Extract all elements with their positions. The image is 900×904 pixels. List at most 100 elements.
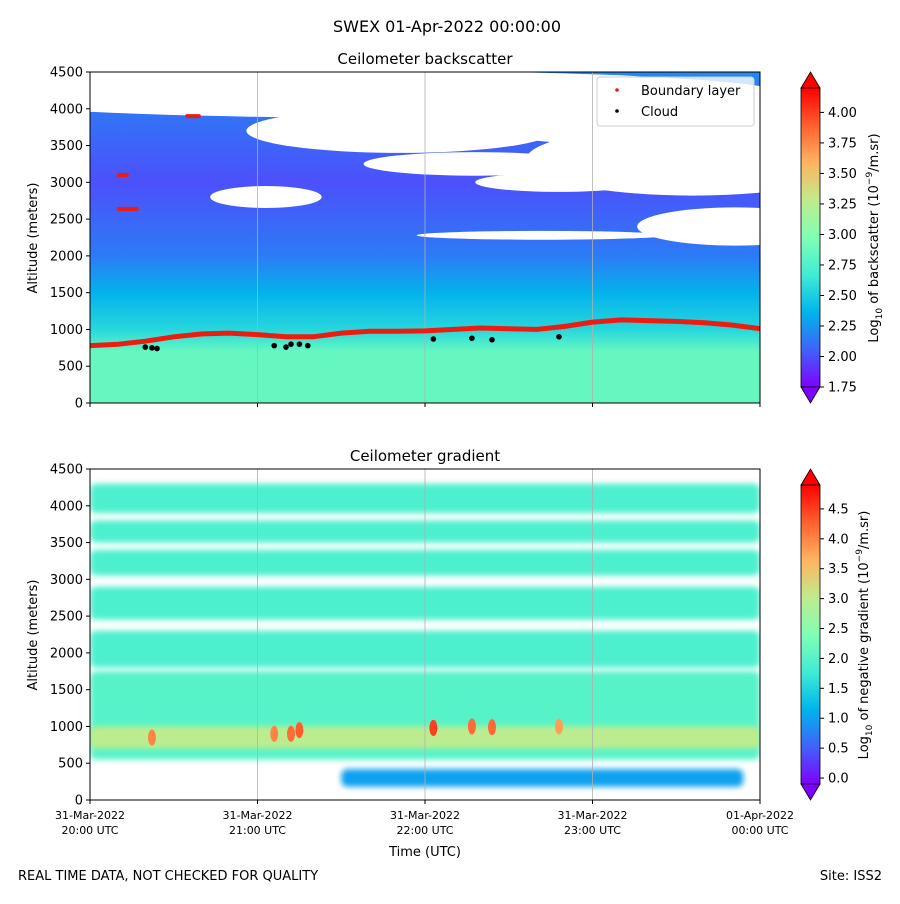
site-label: Site: ISS2 [819,869,882,884]
cloud-series [142,334,562,352]
no-signal-regions [90,72,760,246]
y-tick-label: 4500 [50,66,83,81]
x-tick-time: 00:00 UTC [731,824,788,837]
gradient-axes: Ceilometer gradient 0 500 1000 1500 2000 2500… [26,447,875,860]
no-signal-region [210,186,322,208]
cloud-point [149,345,155,351]
time-gridlines [257,469,593,800]
colorbar-tick-label: 2.75 [828,258,857,273]
colorbar-body [800,484,821,785]
colorbar-extend-high [800,71,821,89]
gradient-hotspot [287,725,295,742]
y-tick-label: 2500 [50,213,83,228]
x-tick-time: 23:00 UTC [564,824,621,837]
backscatter-y-label: Altitude (meters) [26,183,41,294]
y-tick-label: 2500 [50,610,83,625]
y-tick-label: 3000 [50,176,83,191]
colorbar-tick-label: 0.5 [828,742,849,757]
cloud-point [271,342,278,349]
colorbar-tick-label: 4.0 [828,532,849,547]
y-tick-label: 4500 [50,463,83,478]
gradient-hotspot [488,719,496,736]
colorbar-tick-label: 4.00 [828,106,857,121]
x-tick-date: 31-Mar-2022 [558,809,628,822]
cloud-point [304,342,311,349]
backscatter-x-axis [89,403,761,407]
x-tick-date: 31-Mar-2022 [223,809,293,822]
boundary-layer-series [90,114,760,349]
backscatter-title: Ceilometer backscatter [337,50,513,68]
y-tick-label: 2000 [50,249,83,264]
no-signal-region [637,207,760,246]
gradient-colorbar-label: Log10 of negative gradient (10−9/m.sr) [855,511,875,760]
gradient-hotspot [467,718,476,735]
colorbar-extend-low [800,783,821,801]
x-tick-date: 31-Mar-2022 [390,809,460,822]
colorbar-extend-high [800,468,821,486]
no-signal-region [525,125,760,196]
x-tick-time: 20:00 UTC [61,824,118,837]
cloud-point [296,341,303,347]
gradient-layer [341,769,744,787]
backscatter-colorbar-label: Log10 of backscatter (10−9/m.sr) [865,133,885,342]
gradient-colorbar: 0.0 0.5 1.0 1.5 2.0 2.5 3.0 3.5 4.0 4.5 Log10 of … [800,468,875,801]
legend-boundary-marker [615,88,619,92]
colorbar-tick-label: 4.5 [828,502,849,517]
gradient-x-label: Time (UTC) [388,845,461,860]
y-tick-label: 4000 [50,499,83,514]
colorbar-tick-label: 1.75 [828,381,857,396]
colorbar-ticks: 0.0 0.5 1.0 1.5 2.0 2.5 3.0 3.5 4.0 4.5 [820,502,849,787]
colorbar-tick-label: 3.75 [828,136,857,151]
colorbar-body [800,87,821,388]
y-tick-label: 0 [75,794,83,809]
y-tick-label: 3500 [50,536,83,551]
colorbar-tick-label: 2.50 [828,289,857,304]
gradient-hotspot [555,718,563,735]
colorbar-tick-label: 3.50 [828,167,857,182]
gradient-title: Ceilometer gradient [350,447,500,465]
y-tick-label: 3000 [50,573,83,588]
figure-suptitle: SWEX 01-Apr-2022 00:00:00 [333,17,561,36]
colorbar-tick-label: 1.5 [828,682,849,697]
y-tick-label: 1500 [50,683,83,698]
cloud-point [288,341,294,347]
gradient-hotspots [147,718,563,746]
x-tick-time: 22:00 UTC [396,824,453,837]
legend-box [596,76,755,127]
backscatter-axes: Ceilometer backscatter 0 500 1000 1500 2000 2… [26,50,885,412]
colorbar-tick-label: 3.5 [828,562,849,577]
backscatter-y-axis: 0 500 1000 1500 2000 2500 3000 3500 4000 4500 [50,66,90,412]
cloud-point [142,344,149,350]
gradient-hotspot [147,729,156,746]
time-gridlines [257,72,593,403]
cloud-point [430,336,437,342]
y-tick-label: 1500 [50,286,83,301]
no-signal-region [416,230,668,240]
colorbar-tick-label: 2.0 [828,652,849,667]
colorbar-tick-label: 0.0 [828,772,849,787]
colorbar-tick-label: 2.25 [828,319,857,334]
cloud-point [556,334,562,340]
legend-cloud-marker [615,109,619,113]
colorbar-tick-label: 1.0 [828,712,849,727]
x-tick-time: 21:00 UTC [229,824,286,837]
colorbar-tick-label: 3.25 [828,197,857,212]
gradient-hotspot [295,722,304,739]
gradient-hotspot [429,719,438,736]
legend: Boundary layer Cloud [596,76,755,127]
quality-disclaimer: REAL TIME DATA, NOT CHECKED FOR QUALITY [18,869,319,884]
y-tick-label: 500 [58,757,83,772]
cloud-point [469,335,475,342]
x-tick-date: 01-Apr-2022 [726,809,794,822]
colorbar-tick-label: 3.0 [828,592,849,607]
legend-boundary-label: Boundary layer [641,84,741,99]
y-tick-label: 1000 [50,323,83,338]
gradient-y-axis: 0 500 1000 1500 2000 2500 3000 3500 4000 4500 [50,463,90,809]
y-tick-label: 2000 [50,646,83,661]
gradient-x-axis: 31-Mar-2022 20:00 UTC 31-Mar-2022 21:00 UTC… [55,800,794,837]
backscatter-colorbar: 1.75 2.00 2.25 2.50 2.75 3.00 3.25 3.50 3.75 4.00… [800,71,885,404]
y-tick-label: 500 [58,360,83,375]
gradient-y-label: Altitude (meters) [26,580,41,691]
legend-cloud-label: Cloud [641,105,678,120]
